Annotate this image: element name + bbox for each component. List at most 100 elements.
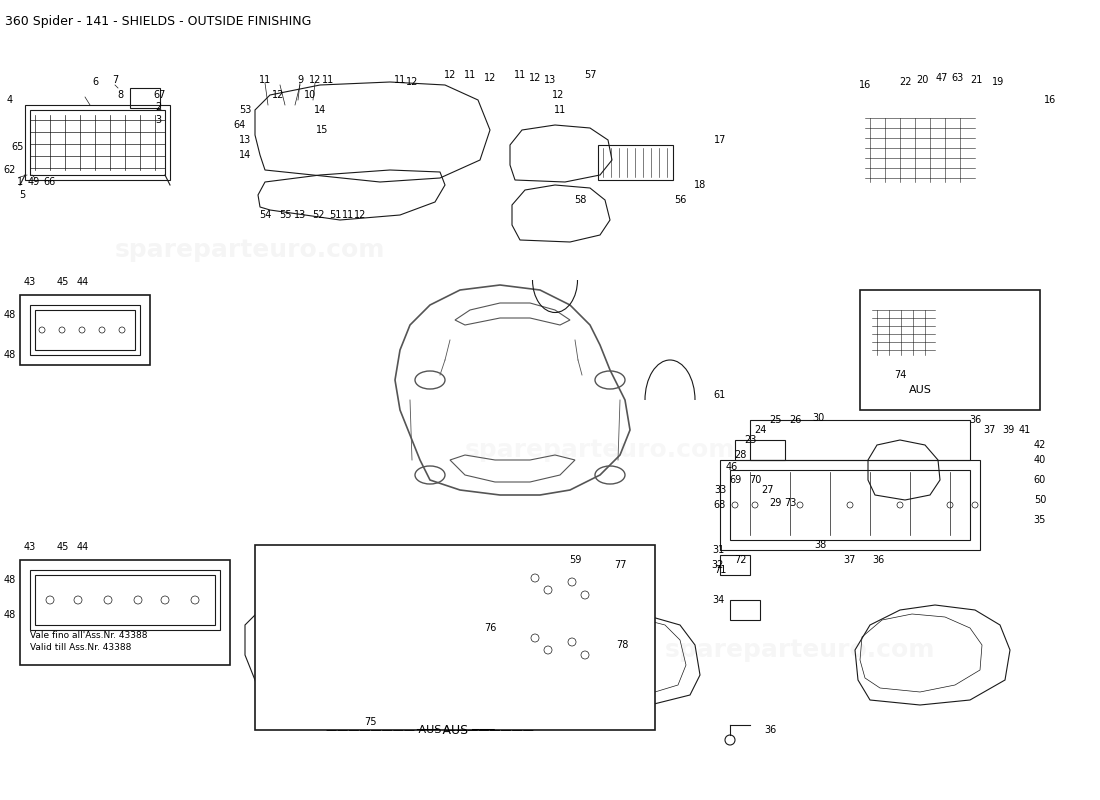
Text: 70: 70 (749, 475, 761, 485)
Text: 36: 36 (763, 725, 777, 735)
Text: 57: 57 (584, 70, 596, 80)
Text: 23: 23 (744, 435, 756, 445)
Text: 65: 65 (12, 142, 24, 152)
Text: 24: 24 (754, 425, 767, 435)
Text: 36: 36 (969, 415, 981, 425)
Text: 44: 44 (77, 277, 89, 287)
Text: 54: 54 (258, 210, 272, 220)
Text: 6: 6 (92, 77, 98, 87)
Text: 35: 35 (1034, 515, 1046, 525)
Text: Valid till Ass.Nr. 43388: Valid till Ass.Nr. 43388 (30, 643, 131, 652)
Text: AUS: AUS (909, 385, 932, 395)
Text: 51: 51 (329, 210, 341, 220)
Text: 68: 68 (714, 500, 726, 510)
Bar (735, 440, 785, 460)
Text: 3: 3 (155, 115, 161, 125)
Text: 64: 64 (234, 120, 246, 130)
Text: 48: 48 (4, 575, 16, 585)
Text: 46: 46 (726, 462, 738, 472)
Text: ———————— AUS ————————: ———————— AUS ———————— (326, 725, 534, 735)
Text: 5: 5 (19, 190, 25, 200)
Text: 21: 21 (970, 75, 982, 85)
Text: 55: 55 (278, 210, 292, 220)
Bar (720, 460, 980, 550)
Text: 73: 73 (784, 498, 796, 508)
Text: 38: 38 (814, 540, 826, 550)
Bar (750, 420, 970, 460)
Text: 8: 8 (117, 90, 123, 100)
Bar (30, 110, 165, 175)
Bar (35, 575, 214, 625)
Text: 47: 47 (936, 73, 948, 83)
Text: 34: 34 (712, 595, 724, 605)
Text: 13: 13 (543, 75, 557, 85)
Text: 53: 53 (239, 105, 251, 115)
Bar (130, 88, 159, 108)
Text: 17: 17 (714, 135, 726, 145)
Text: 48: 48 (4, 350, 16, 360)
Text: 76: 76 (484, 623, 496, 633)
Text: 63: 63 (952, 73, 964, 83)
Text: Vale fino all'Ass.Nr. 43388: Vale fino all'Ass.Nr. 43388 (30, 631, 147, 640)
Text: 62: 62 (3, 165, 16, 175)
Text: 15: 15 (316, 125, 328, 135)
Text: 12: 12 (552, 90, 564, 100)
Text: 14: 14 (239, 150, 251, 160)
Text: 22: 22 (899, 77, 911, 87)
Text: 75: 75 (364, 717, 376, 727)
Text: 41: 41 (1019, 425, 1031, 435)
Text: 19: 19 (992, 77, 1004, 87)
Text: spareparteuro.com: spareparteuro.com (464, 438, 735, 462)
Text: 11: 11 (394, 75, 406, 85)
Text: 12: 12 (272, 90, 284, 100)
Text: 28: 28 (734, 450, 746, 460)
Text: 11: 11 (322, 75, 334, 85)
Text: 27: 27 (761, 485, 774, 495)
Text: 74: 74 (894, 370, 906, 380)
Text: 32: 32 (712, 560, 724, 570)
Text: 43: 43 (24, 542, 36, 552)
Text: 2: 2 (155, 102, 161, 112)
Text: ─── AUS ───: ─── AUS ─── (416, 723, 494, 737)
Text: 45: 45 (57, 542, 69, 552)
Text: 360 Spider - 141 - SHIELDS - OUTSIDE FINISHING: 360 Spider - 141 - SHIELDS - OUTSIDE FIN… (6, 15, 311, 28)
Text: 14: 14 (314, 105, 326, 115)
Text: 12: 12 (354, 210, 366, 220)
Text: 60: 60 (1034, 475, 1046, 485)
Text: spareparteuro.com: spareparteuro.com (114, 238, 385, 262)
Text: 13: 13 (239, 135, 251, 145)
Text: 40: 40 (1034, 455, 1046, 465)
Bar (598, 145, 673, 180)
Text: 1: 1 (16, 177, 23, 187)
Text: 7: 7 (112, 75, 118, 85)
Text: 11: 11 (554, 105, 566, 115)
Bar (730, 470, 970, 540)
Bar (860, 290, 1040, 410)
Text: 12: 12 (309, 75, 321, 85)
Text: 42: 42 (1034, 440, 1046, 450)
Text: 77: 77 (614, 560, 626, 570)
Text: 16: 16 (1044, 95, 1056, 105)
Bar (20, 295, 150, 365)
Text: 43: 43 (24, 277, 36, 287)
Bar (30, 570, 220, 630)
Text: 72: 72 (734, 555, 746, 565)
Text: 12: 12 (484, 73, 496, 83)
Text: 71: 71 (714, 565, 726, 575)
Text: 12: 12 (529, 73, 541, 83)
Text: 44: 44 (77, 542, 89, 552)
Text: spareparteuro.com: spareparteuro.com (664, 638, 935, 662)
Text: 4: 4 (7, 95, 13, 105)
Text: 11: 11 (514, 70, 526, 80)
Bar (720, 555, 750, 575)
Text: 30: 30 (812, 413, 824, 423)
Bar (35, 310, 135, 350)
Text: 18: 18 (694, 180, 706, 190)
Bar (20, 560, 230, 665)
Text: 36: 36 (872, 555, 884, 565)
Text: 12: 12 (443, 70, 456, 80)
Text: 66: 66 (44, 177, 56, 187)
Text: 33: 33 (714, 485, 726, 495)
Text: 20: 20 (916, 75, 928, 85)
Text: 11: 11 (464, 70, 476, 80)
